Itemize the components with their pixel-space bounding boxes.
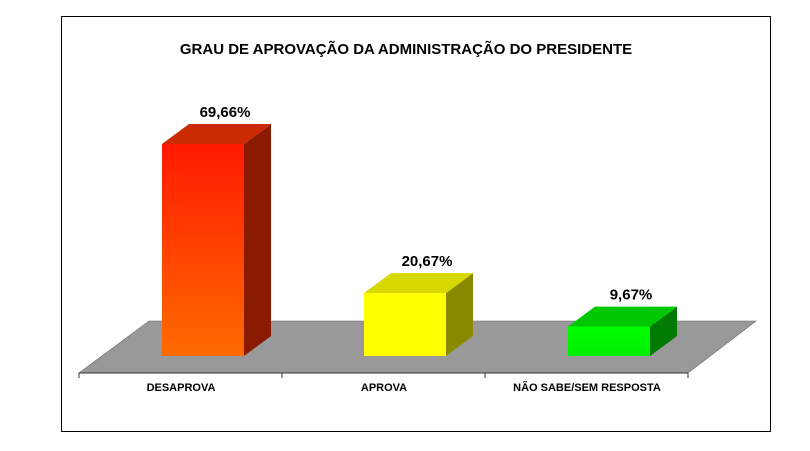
data-label: 9,67% bbox=[610, 287, 653, 304]
chart-title: GRAU DE APROVAÇÃO DA ADMINISTRAÇÃO DO PR… bbox=[180, 40, 632, 58]
bar-top bbox=[162, 124, 271, 144]
bar-side bbox=[650, 306, 677, 356]
bar-side bbox=[244, 124, 271, 356]
bar-front bbox=[364, 293, 446, 356]
bar-side bbox=[446, 273, 473, 356]
category-label: APROVA bbox=[361, 382, 407, 394]
bar bbox=[568, 306, 677, 356]
bars-group: 69,66% 20,67% 9,67% bbox=[162, 104, 677, 356]
data-label: 69,66% bbox=[200, 104, 251, 121]
bar-front bbox=[162, 144, 244, 356]
bar-front bbox=[568, 326, 650, 356]
bar-top bbox=[364, 273, 473, 294]
bar bbox=[364, 273, 473, 356]
bar bbox=[162, 124, 271, 356]
data-label: 20,67% bbox=[402, 253, 453, 270]
category-label: DESAPROVA bbox=[147, 382, 216, 394]
bar-top bbox=[568, 306, 677, 327]
category-label: NÃO SABE/SEM RESPOSTA bbox=[513, 381, 661, 394]
